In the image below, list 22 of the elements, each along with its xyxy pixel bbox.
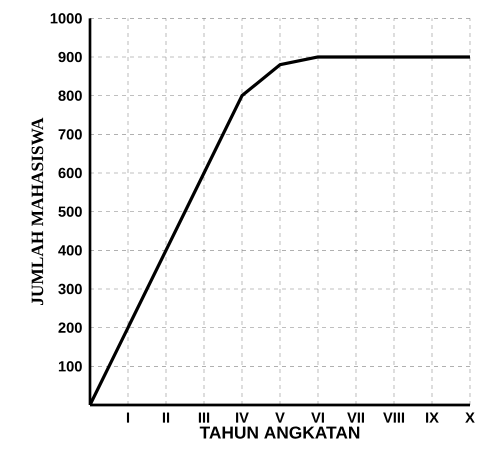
y-tick-label: 1000 <box>50 13 82 24</box>
y-tick-label: 800 <box>58 90 82 101</box>
x-tick-label: V <box>275 412 285 423</box>
x-tick-label: I <box>126 412 130 423</box>
y-axis-title: JUMLAH MAHASISWA <box>32 118 44 306</box>
x-tick-label: IV <box>236 412 249 423</box>
y-tick-label: 500 <box>58 206 82 217</box>
y-tick-label: 700 <box>58 129 82 140</box>
x-tick-label: IX <box>426 412 439 423</box>
y-tick-label: 400 <box>58 245 82 256</box>
y-tick-label: 900 <box>58 52 82 62</box>
y-tick-label: 100 <box>58 361 82 372</box>
x-tick-label: VII <box>347 412 364 423</box>
y-tick-label: 600 <box>58 168 82 178</box>
x-tick-label: X <box>465 412 475 423</box>
x-tick-label: VIII <box>383 412 404 423</box>
x-tick-label: VI <box>311 412 324 423</box>
y-tick-label: 200 <box>58 322 82 333</box>
x-tick-label: III <box>198 412 210 423</box>
x-tick-label: II <box>162 412 170 423</box>
y-tick-label: 300 <box>58 284 82 294</box>
x-axis-title: TAHUN ANGKATAN <box>200 426 360 439</box>
